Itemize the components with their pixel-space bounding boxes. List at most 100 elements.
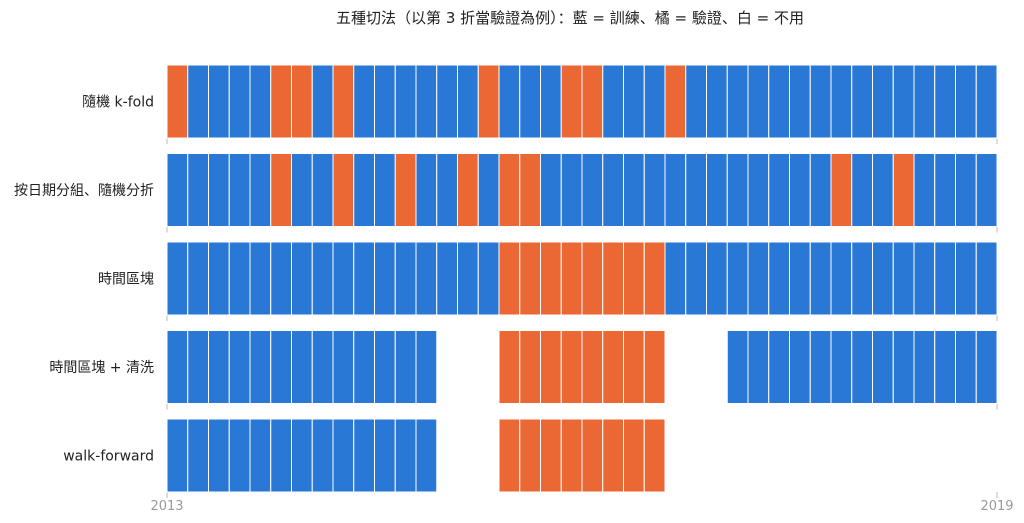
validation-cell <box>560 241 583 316</box>
train-cell <box>540 153 562 227</box>
validation-cell <box>394 153 417 227</box>
train-cell <box>872 64 894 139</box>
train-cell <box>934 241 956 316</box>
train-cell <box>809 64 832 139</box>
validation-cell <box>830 153 853 227</box>
train-cell <box>436 241 458 316</box>
train-cell <box>955 153 977 227</box>
row-label: 隨機 k-fold <box>82 95 154 111</box>
train-cell <box>726 153 749 227</box>
validation-cell <box>498 330 521 404</box>
train-cell <box>851 64 873 139</box>
x-start-label: 2013 <box>150 499 183 514</box>
validation-cell <box>498 418 521 493</box>
train-cell <box>975 64 998 139</box>
train-cell <box>311 418 334 493</box>
train-cell <box>519 64 541 139</box>
train-cell <box>394 330 417 404</box>
train-cell <box>747 64 770 139</box>
train-cell <box>643 153 666 227</box>
train-cell <box>415 330 438 404</box>
row-label: walk-forward <box>63 449 154 465</box>
train-cell <box>353 330 375 404</box>
train-cell <box>747 330 770 404</box>
train-cell <box>374 64 396 139</box>
split-row: 按日期分組、隨機分折 <box>14 153 998 233</box>
validation-cell <box>643 241 666 316</box>
validation-cell <box>498 153 521 227</box>
train-cell <box>830 64 853 139</box>
validation-cell <box>623 241 645 316</box>
train-cell <box>768 153 790 227</box>
train-cell <box>208 418 230 493</box>
train-cell <box>872 241 894 316</box>
train-cell <box>187 418 209 493</box>
validation-cell <box>540 241 562 316</box>
validation-cell <box>540 418 562 493</box>
validation-cell <box>892 153 915 227</box>
train-cell <box>374 241 396 316</box>
train-cell <box>270 241 292 316</box>
train-cell <box>747 153 770 227</box>
train-cell <box>768 241 790 316</box>
train-cell <box>228 330 251 404</box>
train-cell <box>602 64 624 139</box>
train-cell <box>187 241 209 316</box>
train-cell <box>249 418 272 493</box>
validation-cell <box>540 330 562 404</box>
train-cell <box>477 241 500 316</box>
validation-cell <box>602 330 624 404</box>
train-cell <box>789 153 811 227</box>
train-cell <box>270 330 292 404</box>
validation-cell <box>498 241 521 316</box>
train-cell <box>913 241 936 316</box>
validation-cell <box>291 64 313 139</box>
train-cell <box>208 64 230 139</box>
train-cell <box>332 241 355 316</box>
train-cell <box>706 241 728 316</box>
train-cell <box>664 241 687 316</box>
train-cell <box>955 64 977 139</box>
train-cell <box>228 153 251 227</box>
train-cell <box>913 64 936 139</box>
train-cell <box>311 241 334 316</box>
train-cell <box>851 153 873 227</box>
train-cell <box>498 64 521 139</box>
validation-cell <box>332 64 355 139</box>
train-cell <box>166 330 189 404</box>
train-cell <box>208 330 230 404</box>
train-cell <box>747 241 770 316</box>
chart-title: 五種切法（以第 3 折當驗證為例）：藍 = 訓練、橘 = 驗證、白 = 不用 <box>336 9 804 27</box>
train-cell <box>291 241 313 316</box>
train-cell <box>934 64 956 139</box>
validation-cell <box>519 241 541 316</box>
train-cell <box>394 241 417 316</box>
train-cell <box>809 241 832 316</box>
split-row: walk-forward <box>63 418 998 498</box>
validation-cell <box>581 241 604 316</box>
train-cell <box>955 241 977 316</box>
train-cell <box>975 153 998 227</box>
train-cell <box>851 241 873 316</box>
train-cell <box>228 241 251 316</box>
train-cell <box>851 330 873 404</box>
train-cell <box>789 330 811 404</box>
train-cell <box>228 418 251 493</box>
train-cell <box>415 241 438 316</box>
train-cell <box>291 330 313 404</box>
train-cell <box>955 330 977 404</box>
row-label: 時間區塊 <box>98 272 154 288</box>
train-cell <box>208 153 230 227</box>
train-cell <box>332 418 355 493</box>
train-cell <box>374 418 396 493</box>
train-cell <box>166 418 189 493</box>
train-cell <box>934 330 956 404</box>
train-cell <box>249 153 272 227</box>
train-cell <box>685 241 707 316</box>
train-cell <box>726 330 749 404</box>
row-label: 按日期分組、隨機分折 <box>14 183 154 199</box>
train-cell <box>457 64 479 139</box>
split-row: 隨機 k-fold <box>82 64 998 144</box>
train-cell <box>872 153 894 227</box>
